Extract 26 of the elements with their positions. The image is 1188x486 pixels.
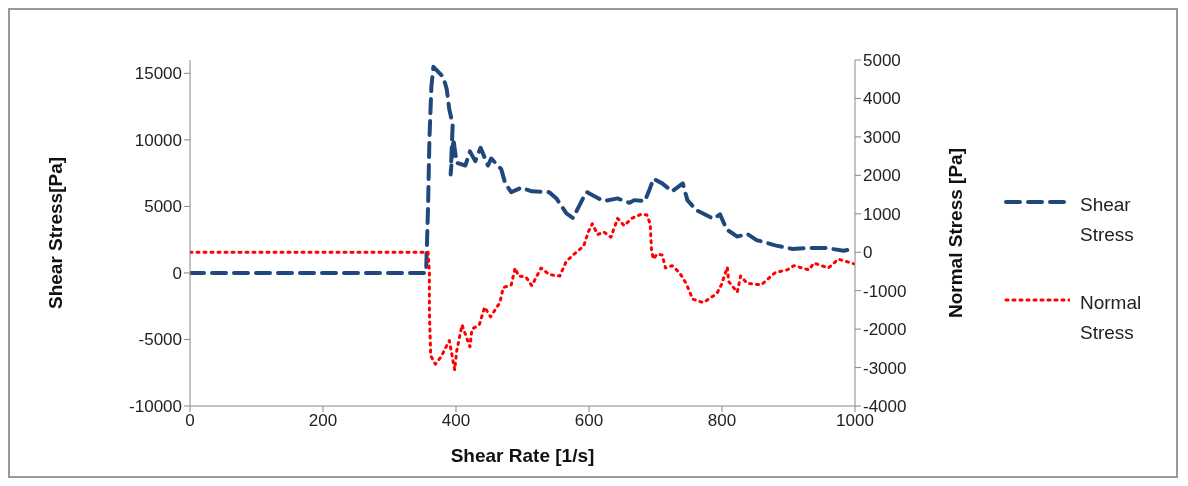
y2-tick-label: 3000 <box>863 127 901 147</box>
x-tick-label: 0 <box>185 411 195 431</box>
legend-label: Shear Stress <box>1080 193 1135 247</box>
x-tick-label: 800 <box>707 411 737 431</box>
x-tick-label: 400 <box>441 411 471 431</box>
y-tick-label: -10000 <box>129 397 182 417</box>
y-tick-label: 10000 <box>134 130 182 150</box>
y2-tick-label: -3000 <box>863 358 907 378</box>
x-tick-label: 600 <box>574 411 604 431</box>
y2-tick-label: 5000 <box>863 51 901 71</box>
legend-label: Normal Stress <box>1080 291 1143 345</box>
y2-axis-title: Normal Stress [Pa] <box>944 147 966 319</box>
y-tick-label: 15000 <box>134 64 182 84</box>
y2-tick-label: 0 <box>863 243 873 263</box>
y2-tick-label: 1000 <box>863 204 901 224</box>
y-tick-label: -5000 <box>138 330 182 350</box>
y-tick-label: 0 <box>172 263 182 283</box>
y2-tick-label: 4000 <box>863 89 901 109</box>
y2-tick-label: 2000 <box>863 166 901 186</box>
x-tick-label: 200 <box>308 411 338 431</box>
y-axis-title: Shear Stress[Pa] <box>44 156 66 310</box>
y-tick-label: 5000 <box>144 197 182 217</box>
y2-tick-label: -2000 <box>863 320 907 340</box>
y2-tick-label: -1000 <box>863 281 907 301</box>
line-series <box>190 212 855 372</box>
x-axis-title: Shear Rate [1/s] <box>450 445 595 466</box>
